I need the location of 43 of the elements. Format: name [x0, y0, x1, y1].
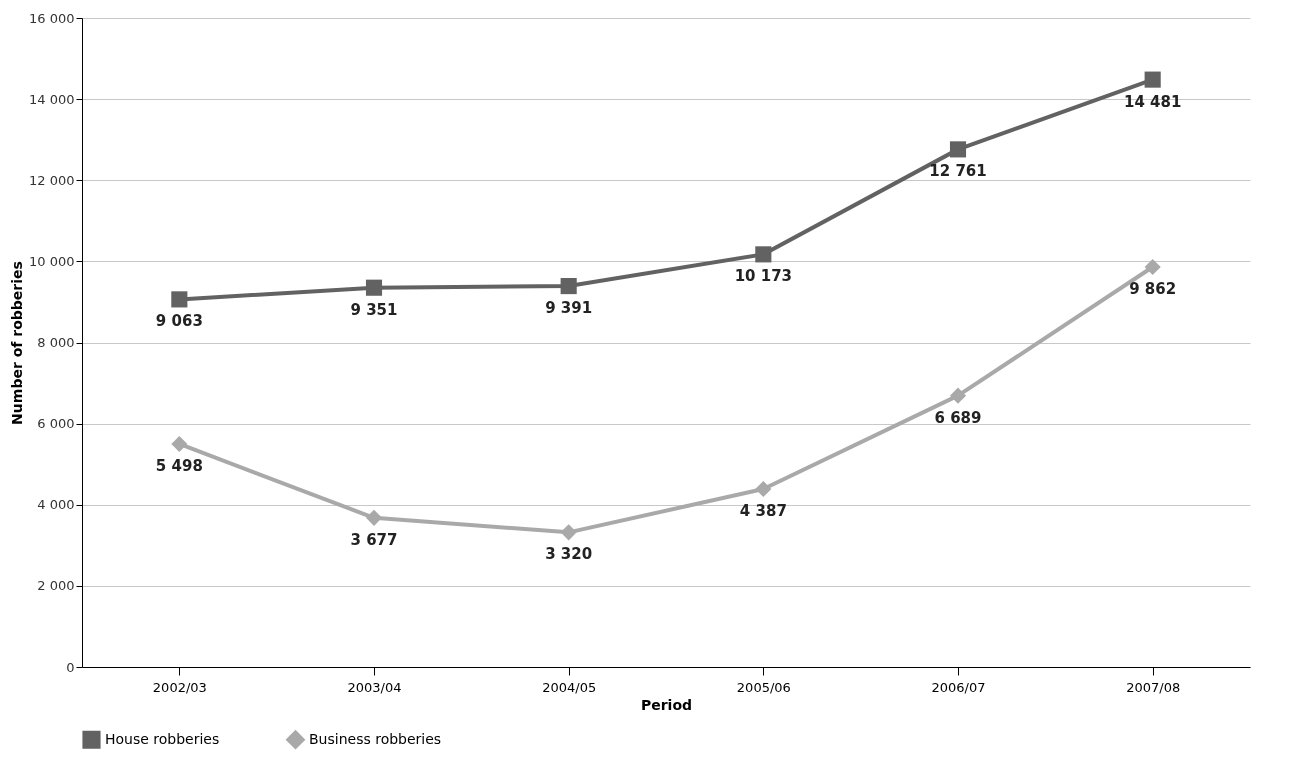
- point: [1144, 71, 1161, 88]
- x-tick-label: 2004/05: [542, 679, 597, 695]
- point: [755, 246, 772, 263]
- x-tick-label: 2006/07: [931, 679, 986, 695]
- point: [949, 387, 967, 404]
- point: [755, 480, 772, 498]
- data-label: 12 761: [929, 162, 987, 181]
- y-tick-label: 8 000: [37, 335, 75, 350]
- data-label: 4 387: [739, 502, 787, 521]
- x-tick-label: 2002/03: [152, 679, 207, 695]
- data-label: 9 351: [350, 300, 398, 319]
- point: [560, 524, 577, 541]
- point: [171, 291, 188, 308]
- y-tick-label: 6 000: [37, 416, 75, 432]
- data-label: 10 173: [734, 267, 793, 286]
- x-axis-title: Period: [640, 696, 693, 713]
- data-label: 9 391: [545, 299, 593, 318]
- point: [1144, 258, 1161, 276]
- x-tick-label: 2003/04: [347, 679, 402, 695]
- point: [365, 279, 383, 296]
- y-axis-title: Number of robberies: [9, 261, 26, 425]
- data-label: 3 677: [350, 530, 398, 549]
- point: [171, 435, 188, 453]
- y-tick-label: 2 000: [37, 578, 75, 594]
- x-tick-label: 2005/06: [736, 679, 791, 695]
- data-label: 5 498: [155, 456, 203, 475]
- y-tick-label: 16 000: [29, 10, 75, 26]
- data-label: 9 862: [1129, 279, 1177, 298]
- data-label: 9 063: [155, 312, 203, 331]
- point: [949, 141, 967, 158]
- legend-label: House robberies: [105, 730, 220, 747]
- point: [560, 278, 577, 295]
- y-tick-label: 10 000: [29, 253, 75, 269]
- y-tick-label: 0: [66, 659, 75, 675]
- legend-label: Business robberies: [309, 730, 442, 747]
- x-tick-label: 2007/08: [1126, 679, 1181, 695]
- y-tick-label: 12 000: [29, 172, 75, 188]
- data-label: 3 320: [545, 545, 593, 564]
- y-tick-label: 14 000: [29, 91, 75, 107]
- data-label: 6 689: [934, 408, 982, 427]
- y-tick-label: 4 000: [37, 497, 75, 513]
- data-label: 14 481: [1123, 92, 1182, 111]
- point: [365, 509, 383, 526]
